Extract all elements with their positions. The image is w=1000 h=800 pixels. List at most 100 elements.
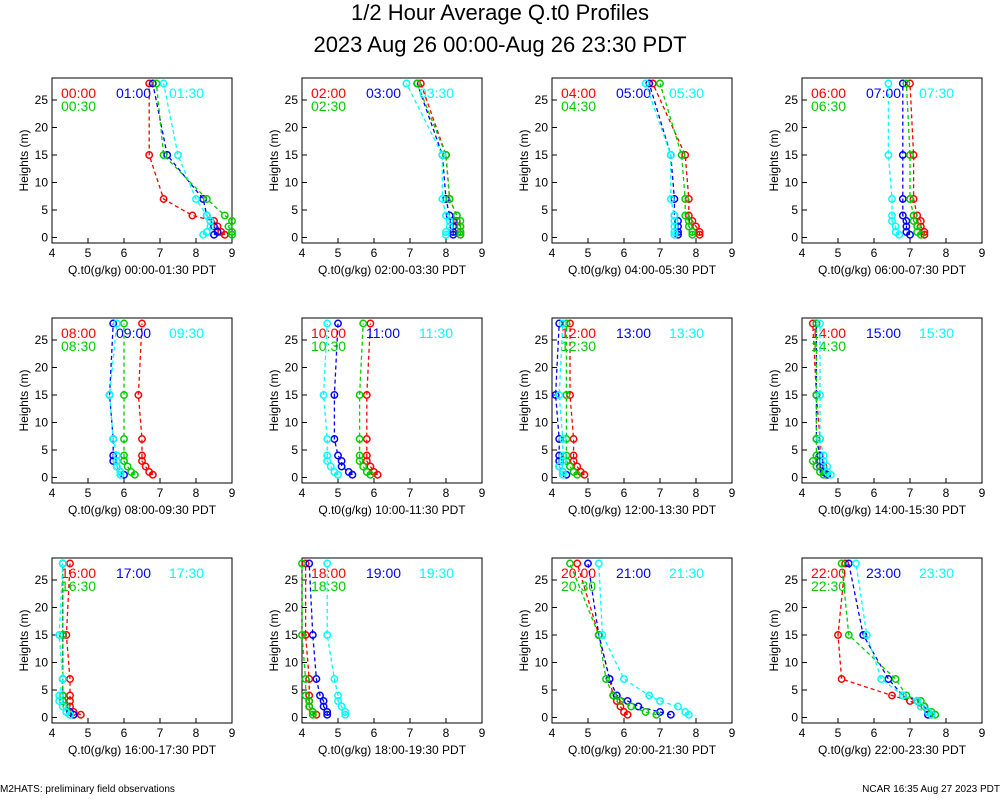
x-tick-label: 8	[193, 486, 200, 500]
legend-entry: 14:30	[811, 338, 846, 354]
plot-frame	[51, 77, 233, 244]
legend-entry: 06:00	[811, 85, 846, 101]
data-point	[816, 468, 824, 476]
data-point	[562, 319, 571, 328]
data-point	[334, 451, 342, 460]
legend-entry: 18:30	[311, 578, 346, 594]
data-point	[174, 151, 182, 159]
data-point	[138, 435, 146, 443]
series-1530	[816, 319, 835, 479]
x-tick-label: 4	[49, 486, 56, 500]
y-axis-label: Heights (m)	[767, 129, 781, 191]
panel-7: 4 5 6 7 8 9 0 5 10 15 20 25 Q.t0(g/kg) 12:00-13:30 P…	[517, 317, 736, 517]
y-tick-label: 25	[35, 333, 49, 347]
x-tick-label: 9	[979, 246, 986, 260]
series-0700	[898, 79, 914, 239]
data-point	[326, 462, 335, 471]
series-2230	[837, 559, 940, 719]
y-tick-label: 10	[535, 416, 549, 430]
panel-6: 4 5 6 7 8 9 0 5 10 15 20 25 Q.t0(g/kg) 10:00-11:30 P…	[267, 317, 486, 517]
x-tick-label: 5	[85, 726, 92, 740]
y-tick-label: 20	[785, 601, 799, 615]
data-point	[112, 457, 121, 465]
data-point	[456, 228, 465, 236]
footer-left: M2HATS: preliminary field observations	[0, 784, 175, 795]
y-tick-label: 15	[785, 628, 799, 642]
data-point	[305, 702, 314, 711]
data-point	[334, 697, 342, 705]
y-tick-label: 20	[535, 601, 549, 615]
data-point	[823, 468, 832, 476]
y-tick-label: 5	[541, 443, 548, 457]
panel-9: 4 5 6 7 8 9 0 5 10 15 20 25 Q.t0(g/kg) 16:00-17:30 P…	[17, 557, 236, 757]
data-point	[442, 228, 450, 236]
x-tick-label: 4	[799, 246, 806, 260]
data-point	[656, 697, 664, 705]
legend-entry: 22:00	[811, 565, 846, 581]
series-line	[148, 83, 226, 236]
series-1730	[55, 559, 74, 719]
data-point	[916, 702, 925, 711]
x-tick-label: 8	[943, 486, 950, 500]
data-point	[641, 79, 650, 88]
series-line	[569, 563, 657, 716]
data-point	[452, 211, 461, 220]
x-tick-label: 9	[729, 726, 736, 740]
x-tick-label: 9	[479, 246, 486, 260]
data-point	[558, 319, 567, 328]
data-point	[323, 451, 332, 460]
plot-frame	[301, 77, 483, 244]
x-tick-label: 7	[407, 726, 414, 740]
data-point	[217, 228, 226, 236]
data-point	[641, 708, 650, 716]
legend-entry: 15:00	[866, 325, 901, 341]
data-point	[319, 697, 328, 705]
data-point	[584, 559, 592, 568]
data-point	[298, 559, 306, 568]
y-tick-label: 0	[541, 471, 548, 485]
data-point	[159, 195, 168, 203]
series-1930	[323, 559, 350, 719]
data-point	[927, 708, 936, 716]
data-point	[66, 559, 74, 568]
y-tick-label: 25	[535, 93, 549, 107]
data-point	[66, 708, 74, 716]
legend-entry: 05:30	[669, 85, 704, 101]
legend-entry: 01:30	[169, 85, 204, 101]
data-point	[456, 222, 465, 231]
x-tick-label: 9	[229, 246, 236, 260]
series-line	[840, 563, 936, 716]
x-tick-label: 5	[585, 246, 592, 260]
y-tick-label: 10	[535, 656, 549, 670]
y-tick-label: 5	[791, 443, 798, 457]
data-point	[120, 457, 128, 465]
data-point	[362, 451, 371, 460]
y-tick-label: 5	[41, 443, 48, 457]
legend-entry: 10:30	[311, 338, 346, 354]
y-tick-label: 20	[535, 121, 549, 135]
data-point	[666, 710, 675, 719]
y-tick-label: 10	[35, 656, 49, 670]
legend-entry: 07:30	[919, 85, 954, 101]
data-point	[192, 195, 200, 203]
data-point	[670, 211, 679, 220]
series-0130	[159, 79, 215, 239]
legend-entry: 03:30	[419, 85, 454, 101]
series-line	[598, 563, 690, 716]
data-point	[902, 79, 911, 88]
data-point	[145, 79, 154, 88]
x-tick-label: 9	[479, 486, 486, 500]
data-point	[206, 222, 215, 231]
legend-entry: 21:00	[616, 565, 651, 581]
data-point	[116, 468, 125, 476]
series-1000	[362, 319, 382, 479]
x-tick-label: 7	[657, 486, 664, 500]
data-point	[674, 702, 682, 711]
data-point	[138, 451, 146, 460]
x-axis-label: Q.t0(g/kg) 18:00-19:30 PDT	[318, 743, 467, 757]
x-tick-label: 9	[229, 726, 236, 740]
data-point	[148, 79, 157, 88]
data-point	[898, 79, 907, 88]
data-point	[862, 631, 871, 639]
data-point	[566, 462, 574, 471]
